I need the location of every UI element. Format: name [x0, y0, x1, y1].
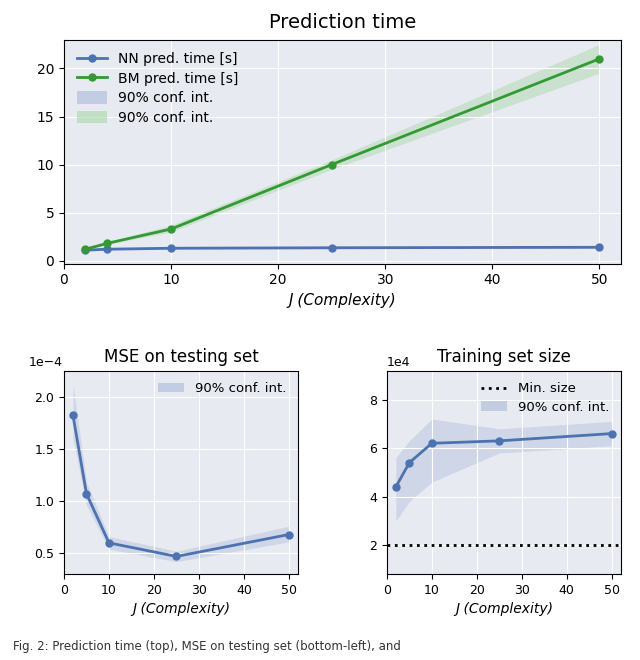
Line: NN pred. time [s]: NN pred. time [s] — [82, 244, 603, 253]
X-axis label: J (Complexity): J (Complexity) — [455, 603, 553, 616]
NN pred. time [s] — [328, 244, 335, 251]
Text: Fig. 2: Prediction time (top), MSE on testing set (bottom-left), and: Fig. 2: Prediction time (top), MSE on te… — [13, 640, 401, 653]
Title: Prediction time: Prediction time — [269, 13, 416, 32]
Title: MSE on testing set: MSE on testing set — [104, 348, 259, 366]
Legend: Min. size, 90% conf. int.: Min. size, 90% conf. int. — [476, 377, 614, 419]
BM pred. time [s] — [81, 246, 89, 253]
Legend: NN pred. time [s], BM pred. time [s], 90% conf. int., 90% conf. int.: NN pred. time [s], BM pred. time [s], 90… — [71, 47, 244, 130]
BM pred. time [s] — [167, 225, 175, 233]
X-axis label: J (Complexity): J (Complexity) — [289, 293, 396, 308]
BM pred. time [s] — [103, 240, 111, 248]
X-axis label: J (Complexity): J (Complexity) — [132, 603, 230, 616]
NN pred. time [s] — [81, 246, 89, 254]
Legend: 90% conf. int.: 90% conf. int. — [152, 377, 291, 401]
Line: BM pred. time [s]: BM pred. time [s] — [82, 55, 603, 253]
Title: Training set size: Training set size — [437, 348, 571, 366]
NN pred. time [s] — [596, 244, 604, 251]
NN pred. time [s] — [103, 246, 111, 253]
BM pred. time [s] — [328, 160, 335, 168]
NN pred. time [s] — [167, 244, 175, 252]
BM pred. time [s] — [596, 55, 604, 63]
